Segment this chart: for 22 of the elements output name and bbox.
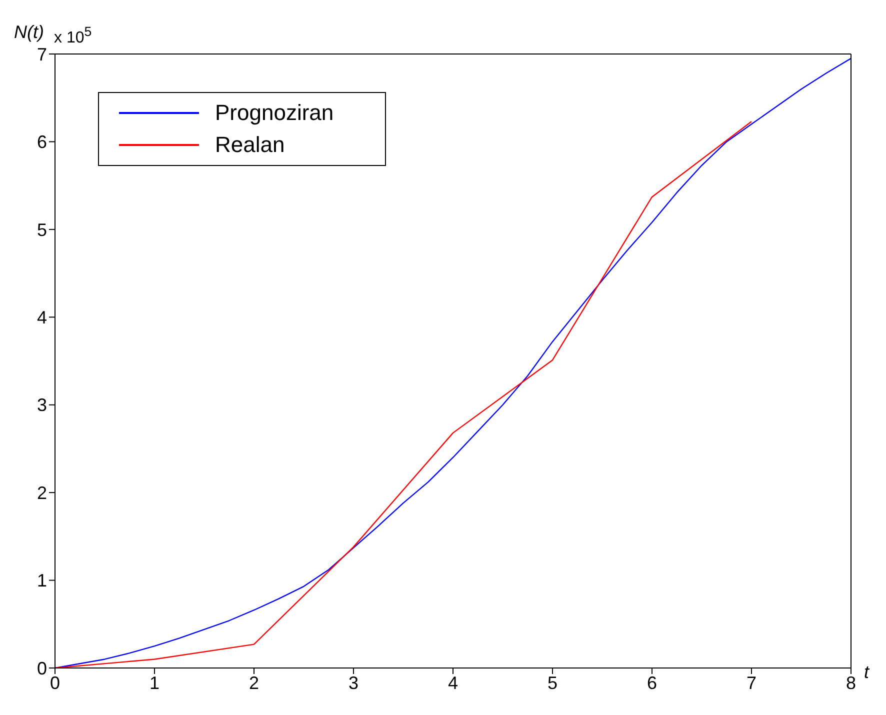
x-tick-label: 1 — [149, 672, 160, 693]
x-tick-label: 3 — [348, 672, 359, 693]
y-tick-label: 7 — [36, 44, 47, 64]
text: x 10$^{5}$ — [54, 24, 92, 48]
y-tick-label: 6 — [36, 132, 47, 152]
x-tick-label: 4 — [448, 672, 458, 693]
x-tick-label: 6 — [646, 672, 658, 693]
x-axis-title: t — [864, 662, 870, 683]
y-tick-label: 3 — [36, 395, 47, 416]
x-tick-label: 7 — [746, 672, 757, 693]
x-tick-label: 5 — [547, 672, 558, 693]
y-tick-label: 1 — [36, 570, 47, 591]
y-axis-title: N(t) — [14, 22, 44, 43]
x-tick-label: 8 — [846, 672, 856, 693]
y-tick-label: 0 — [36, 658, 47, 678]
legend-label: Prognoziran — [215, 100, 334, 126]
y-tick-label: 5 — [36, 220, 47, 240]
y-tick-label: 2 — [36, 482, 47, 503]
x-tick-label: 2 — [248, 672, 260, 693]
legend-label: Realan — [215, 132, 285, 158]
x-tick-label: 0 — [50, 672, 60, 693]
y-tick-label: 4 — [36, 308, 47, 328]
